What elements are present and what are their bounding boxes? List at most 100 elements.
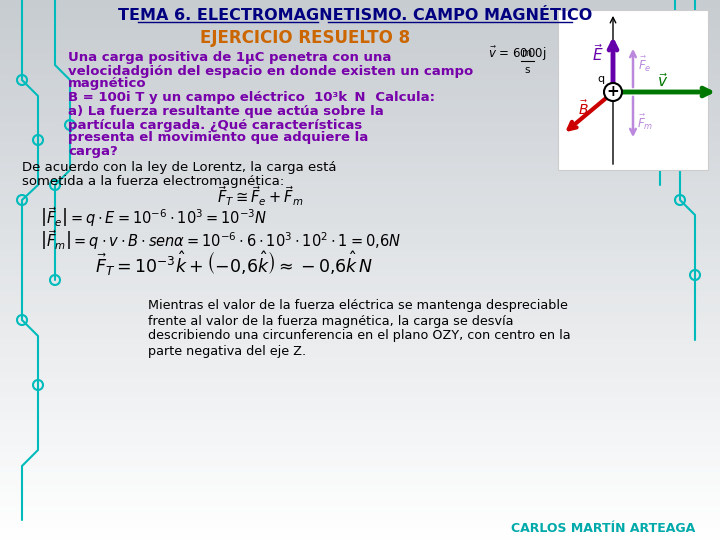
Bar xyxy=(0,12,720,20)
Bar xyxy=(0,208,720,216)
Bar xyxy=(0,390,720,399)
Text: q: q xyxy=(598,74,605,84)
Bar xyxy=(0,161,720,168)
Bar xyxy=(0,350,720,357)
Bar xyxy=(0,492,720,500)
Bar xyxy=(0,0,720,6)
Text: partícula cargada. ¿Qué características: partícula cargada. ¿Qué características xyxy=(68,118,362,132)
Bar xyxy=(0,222,720,230)
Bar xyxy=(0,363,720,372)
Bar xyxy=(0,404,720,411)
Text: carga?: carga? xyxy=(68,145,118,158)
Bar xyxy=(0,323,720,330)
Bar xyxy=(0,424,720,432)
Bar xyxy=(0,438,720,446)
Bar xyxy=(558,10,708,170)
Text: $\vec{E}$: $\vec{E}$ xyxy=(592,44,604,64)
Bar xyxy=(0,201,720,209)
Bar xyxy=(0,73,720,81)
Bar xyxy=(0,228,720,237)
Text: magnético: magnético xyxy=(68,78,147,91)
Text: B = 100i T y un campo eléctrico  10³k  N   Calcula:: B = 100i T y un campo eléctrico 10³k N C… xyxy=(68,91,435,104)
Bar xyxy=(0,458,720,465)
Bar xyxy=(0,471,720,480)
Bar xyxy=(0,303,720,310)
Bar xyxy=(0,127,720,135)
Bar xyxy=(0,60,720,68)
Text: $\vec{v}$ = 6000j: $\vec{v}$ = 6000j xyxy=(488,45,546,63)
Bar xyxy=(0,330,720,338)
Bar xyxy=(0,255,720,263)
Bar xyxy=(0,519,720,526)
Bar xyxy=(0,451,720,459)
Bar xyxy=(0,336,720,345)
Bar xyxy=(0,26,720,33)
Text: +: + xyxy=(607,84,619,99)
Bar xyxy=(0,417,720,426)
Bar xyxy=(0,141,720,148)
Text: De acuerdo con la ley de Lorentz, la carga está: De acuerdo con la ley de Lorentz, la car… xyxy=(22,161,336,174)
Bar xyxy=(0,411,720,418)
Circle shape xyxy=(604,83,622,101)
Bar xyxy=(0,114,720,122)
Text: EJERCICIO RESUELTO 8: EJERCICIO RESUELTO 8 xyxy=(200,29,410,47)
Text: frente al valor de la fuerza magnética, la carga se desvía: frente al valor de la fuerza magnética, … xyxy=(148,314,513,327)
Bar xyxy=(0,66,720,74)
Bar xyxy=(0,6,720,14)
Bar xyxy=(0,525,720,534)
Bar xyxy=(0,309,720,317)
Bar xyxy=(0,147,720,156)
Bar xyxy=(0,134,720,141)
Text: sometida a la fuerza electromagnética:: sometida a la fuerza electromagnética: xyxy=(22,174,284,187)
Text: presenta el movimiento que adquiere la: presenta el movimiento que adquiere la xyxy=(68,132,368,145)
Text: $\left|\vec{F}_e\right| = q \cdot E = 10^{-6} \cdot 10^3 = 10^{-3}N$: $\left|\vec{F}_e\right| = q \cdot E = 10… xyxy=(40,205,267,229)
Bar xyxy=(0,249,720,256)
Text: Mientras el valor de la fuerza eléctrica se mantenga despreciable: Mientras el valor de la fuerza eléctrica… xyxy=(148,300,568,313)
Bar xyxy=(0,107,720,115)
Bar xyxy=(0,262,720,270)
Bar xyxy=(0,188,720,195)
Text: $\vec{B}$: $\vec{B}$ xyxy=(577,100,588,118)
Text: Una carga positiva de 1µC penetra con una: Una carga positiva de 1µC penetra con un… xyxy=(68,51,392,64)
Bar xyxy=(0,485,720,492)
Text: a) La fuerza resultante que actúa sobre la: a) La fuerza resultante que actúa sobre … xyxy=(68,105,384,118)
Bar xyxy=(0,174,720,183)
Text: s: s xyxy=(524,65,530,75)
Text: $\left|\vec{F}_m\right| = q \cdot v \cdot B \cdot sen\alpha = 10^{-6} \cdot 6 \c: $\left|\vec{F}_m\right| = q \cdot v \cdo… xyxy=(40,228,401,252)
Text: TEMA 6. ELECTROMAGNETISMO. CAMPO MAGNÉTICO: TEMA 6. ELECTROMAGNETISMO. CAMPO MAGNÉTI… xyxy=(118,9,592,24)
Bar xyxy=(0,87,720,94)
Text: m: m xyxy=(522,48,532,58)
Bar xyxy=(0,444,720,453)
Bar xyxy=(0,100,720,108)
Bar xyxy=(0,282,720,291)
Bar xyxy=(0,431,720,438)
Text: $\vec{v}$: $\vec{v}$ xyxy=(657,72,669,90)
Bar xyxy=(0,343,720,351)
Bar xyxy=(0,512,720,519)
Bar xyxy=(0,289,720,297)
Bar xyxy=(0,215,720,222)
Bar xyxy=(0,235,720,243)
Bar xyxy=(0,316,720,324)
Bar xyxy=(0,33,720,40)
Bar xyxy=(0,154,720,162)
Text: $\vec{F}_T = 10^{-3}\hat{k} + \left(-0{,}6\hat{k}\right) \approx -0{,}6\hat{k}\,: $\vec{F}_T = 10^{-3}\hat{k} + \left(-0{,… xyxy=(95,249,373,277)
Bar xyxy=(0,242,720,249)
Text: CARLOS MARTÍN ARTEAGA: CARLOS MARTÍN ARTEAGA xyxy=(510,522,695,535)
Bar xyxy=(0,465,720,472)
Bar xyxy=(0,181,720,189)
Text: $\vec{F}_T \cong \vec{F}_e + \vec{F}_m$: $\vec{F}_T \cong \vec{F}_e + \vec{F}_m$ xyxy=(217,184,303,208)
Text: parte negativa del eje Z.: parte negativa del eje Z. xyxy=(148,345,306,357)
Bar xyxy=(0,377,720,384)
Bar xyxy=(0,397,720,405)
Bar xyxy=(0,195,720,202)
Text: $\vec{F}_m$: $\vec{F}_m$ xyxy=(636,112,653,132)
Text: $\vec{F}_e$: $\vec{F}_e$ xyxy=(638,55,652,73)
Text: describiendo una circunferencia en el plano OZY, con centro en la: describiendo una circunferencia en el pl… xyxy=(148,329,571,342)
Bar xyxy=(0,39,720,47)
Bar xyxy=(0,478,720,486)
Text: velocidadgión del espacio en donde existen un campo: velocidadgión del espacio en donde exist… xyxy=(68,64,473,78)
Bar xyxy=(0,269,720,276)
Bar xyxy=(0,498,720,507)
Bar xyxy=(0,53,720,60)
